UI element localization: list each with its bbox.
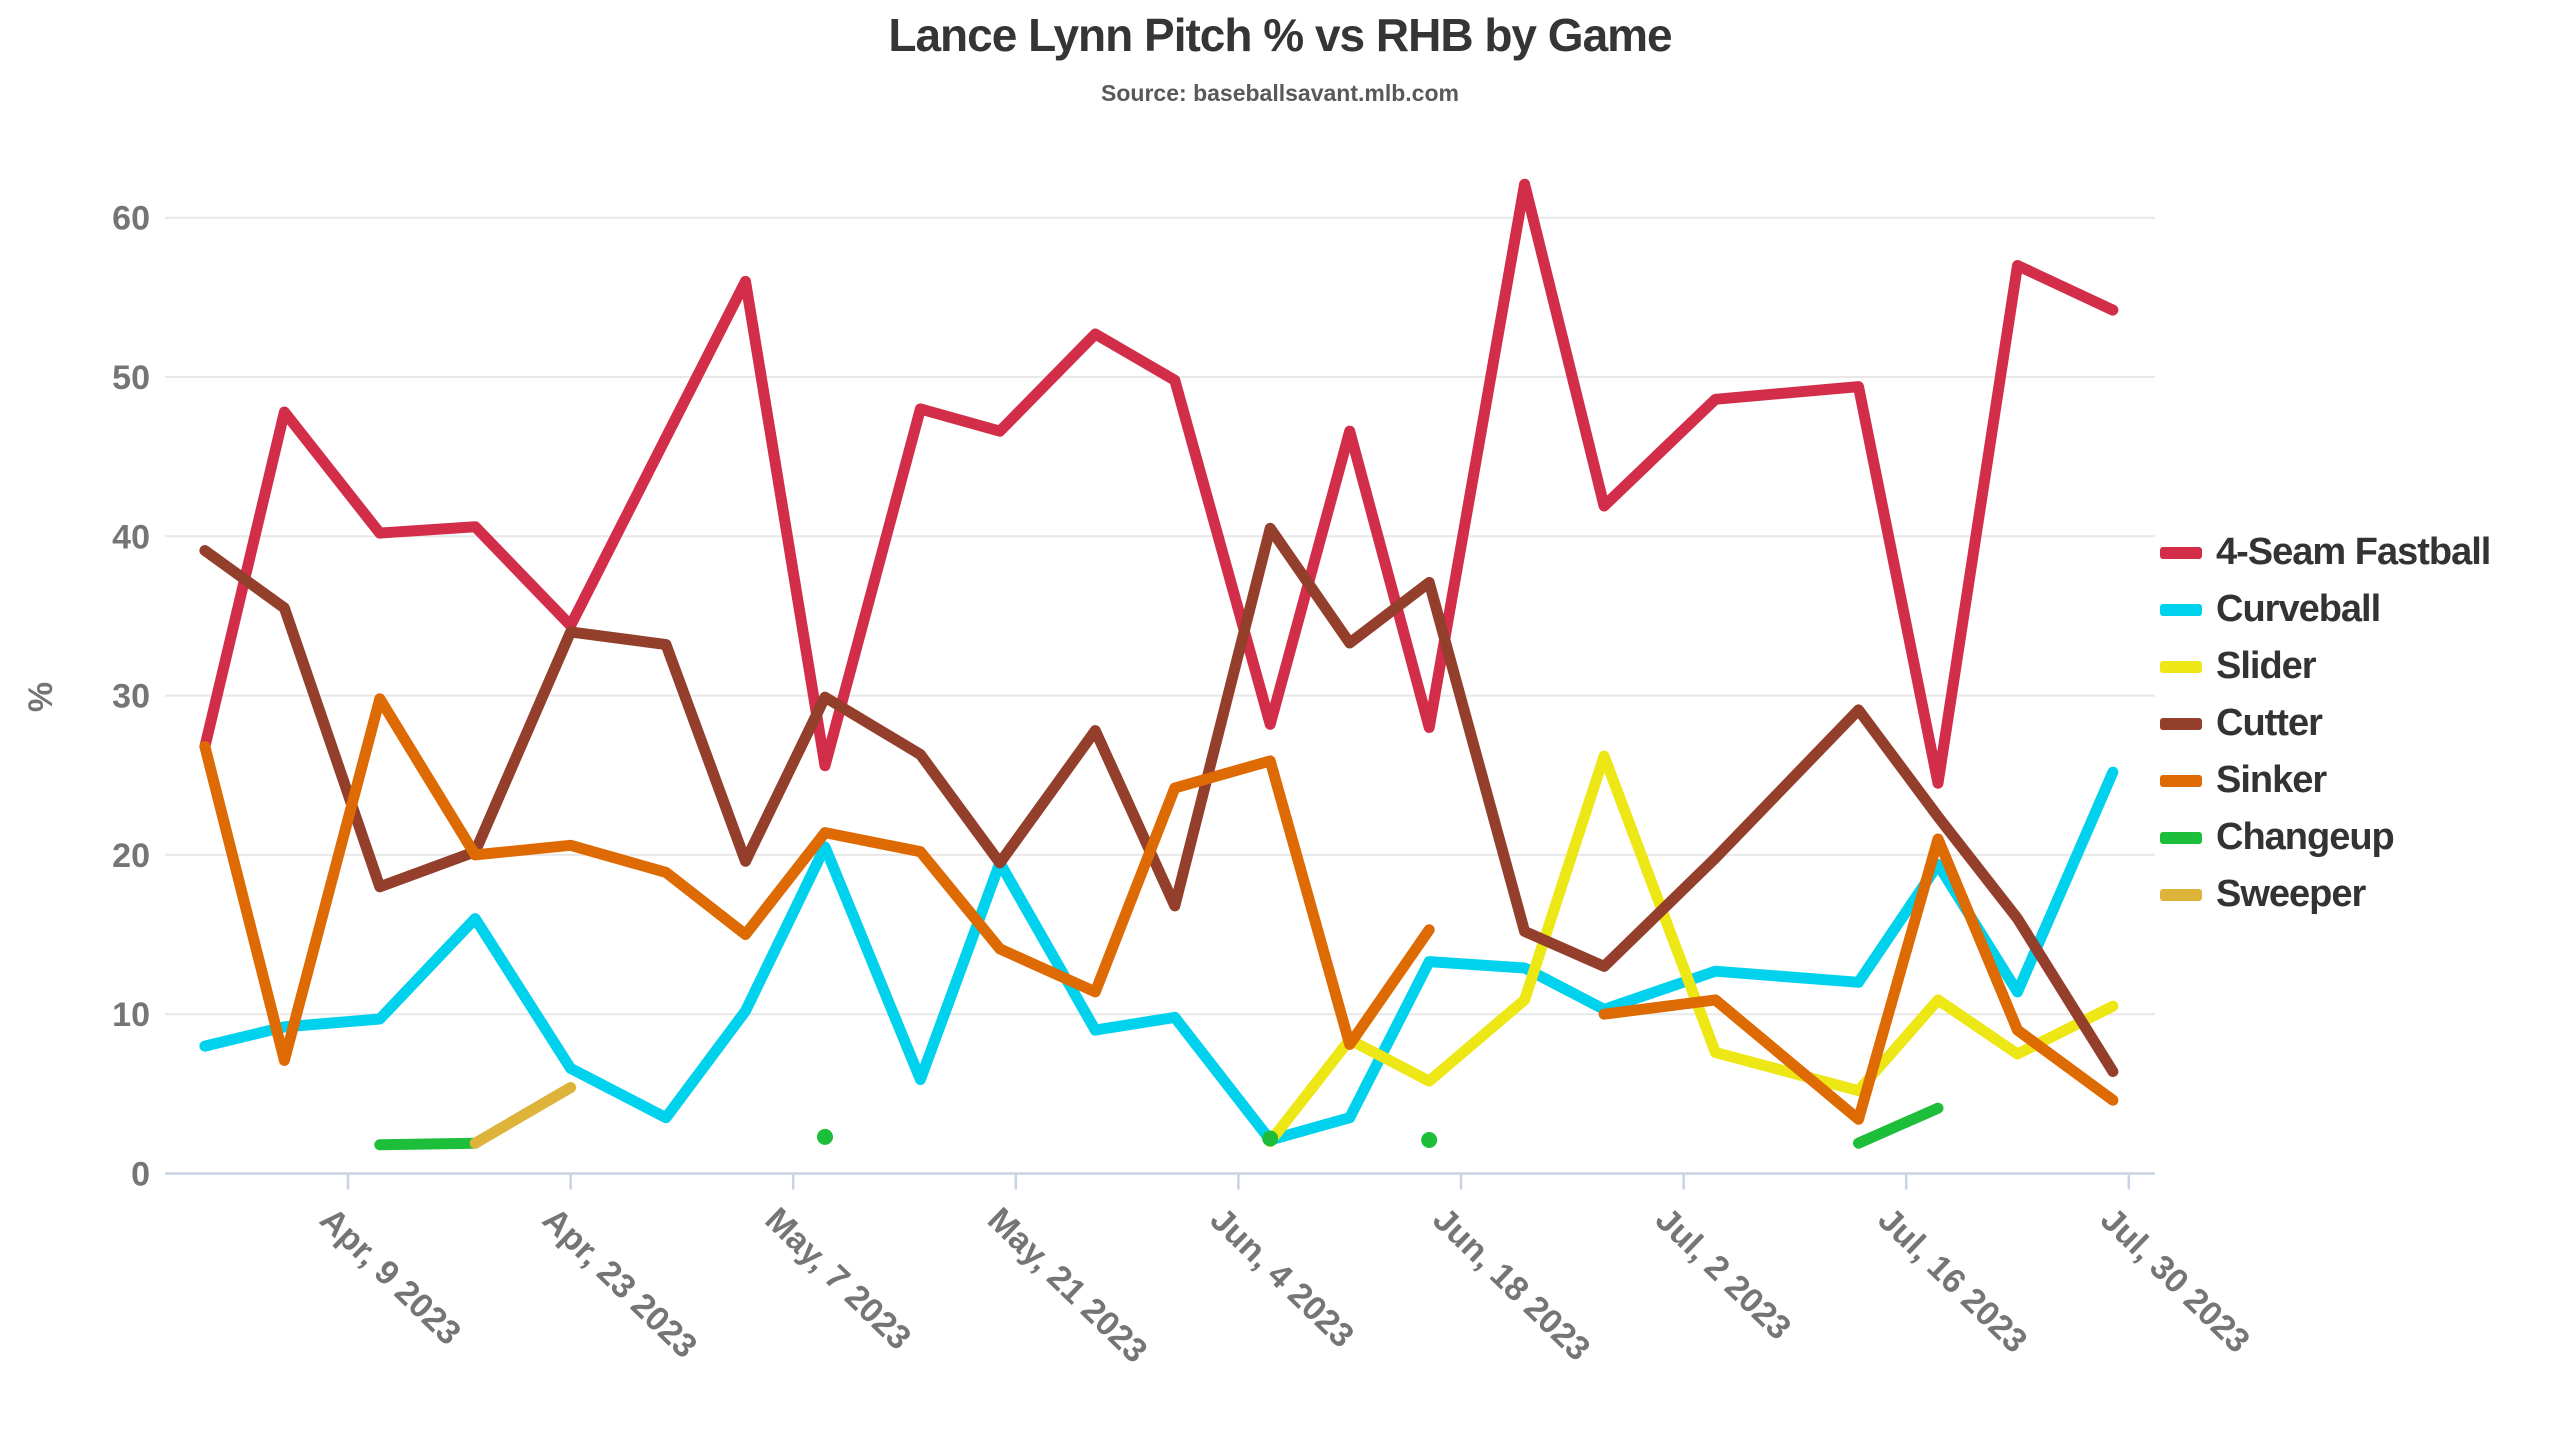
legend-label: Sweeper [2216, 873, 2366, 915]
chart-title: Lance Lynn Pitch % vs RHB by Game [888, 9, 1672, 61]
legend-swatch-slider-icon [2160, 660, 2202, 673]
legend-item-sinker[interactable]: Sinker [2160, 752, 2490, 809]
x-tick-label: May, 21 2023 [980, 1200, 1154, 1370]
legend-item-4-seam-fastball[interactable]: 4-Seam Fastball [2160, 524, 2491, 581]
y-tick-label: 50 [112, 359, 150, 397]
legend-swatch-sweeper-icon [2160, 888, 2202, 901]
legend-item-curveball[interactable]: Curveball [2160, 581, 2490, 638]
marker-changeup[interactable] [817, 1128, 833, 1145]
legend-item-cutter[interactable]: Cutter [2160, 695, 2490, 752]
legend-label: 4-Seam Fastball [2216, 531, 2491, 573]
legend-item-changeup[interactable]: Changeup [2160, 809, 2490, 866]
y-tick-label: 60 [112, 200, 150, 238]
marker-changeup[interactable] [1262, 1130, 1279, 1147]
y-tick-label: 10 [112, 996, 150, 1034]
legend-label: Slider [2216, 645, 2317, 687]
series-line-cutter[interactable] [199, 522, 2119, 1077]
legend-swatch-curveball-icon [2160, 603, 2202, 616]
legend-label: Cutter [2216, 702, 2323, 744]
series-line-sinker[interactable] [1598, 833, 2119, 1125]
series-line-changeup[interactable] [1853, 1102, 1944, 1149]
legend-label: Sinker [2216, 759, 2327, 801]
x-tick-label: Jun, 4 2023 [1203, 1200, 1361, 1355]
y-axis-title: % [22, 682, 60, 712]
legend-swatch-sinker-icon [2160, 774, 2202, 787]
series-line-sweeper[interactable] [469, 1082, 577, 1149]
y-tick-label: 20 [112, 837, 150, 875]
legend-item-slider[interactable]: Slider [2160, 638, 2490, 695]
legend-swatch-changeup-icon [2160, 831, 2202, 844]
series-line-curveball[interactable] [199, 766, 2119, 1146]
series-line-changeup[interactable] [374, 1137, 481, 1151]
x-tick-label: Jun, 18 2023 [1425, 1200, 1597, 1368]
y-tick-label: 0 [131, 1156, 150, 1194]
chart-subtitle: Source: baseballsavant.mlb.com [1101, 80, 1459, 106]
legend-swatch-cutter-icon [2160, 717, 2202, 730]
legend-label: Curveball [2216, 588, 2381, 630]
legend-item-sweeper[interactable]: Sweeper [2160, 866, 2490, 923]
series-line-4-seam-fastball[interactable] [199, 178, 2119, 789]
x-tick-label: Apr, 23 2023 [535, 1200, 704, 1365]
x-tick-label: Jul, 30 2023 [2093, 1200, 2257, 1360]
y-tick-label: 30 [112, 678, 150, 716]
legend-label: Changeup [2216, 816, 2395, 858]
x-tick-label: May, 7 2023 [758, 1200, 919, 1357]
series-line-sinker[interactable] [199, 693, 1435, 1066]
series-line-slider[interactable] [1264, 750, 2119, 1148]
y-tick-label: 40 [112, 518, 150, 556]
x-tick-label: Jul, 16 2023 [1871, 1200, 2035, 1360]
marker-changeup[interactable] [1421, 1132, 1438, 1148]
legend-swatch-4-seam-fastball-icon [2160, 546, 2202, 559]
x-tick-label: Jul, 2 2023 [1648, 1200, 1798, 1347]
x-tick-label: Apr, 9 2023 [312, 1200, 468, 1352]
legend: 4-Seam Fastball Curveball Slider Cutter … [2160, 524, 2491, 923]
